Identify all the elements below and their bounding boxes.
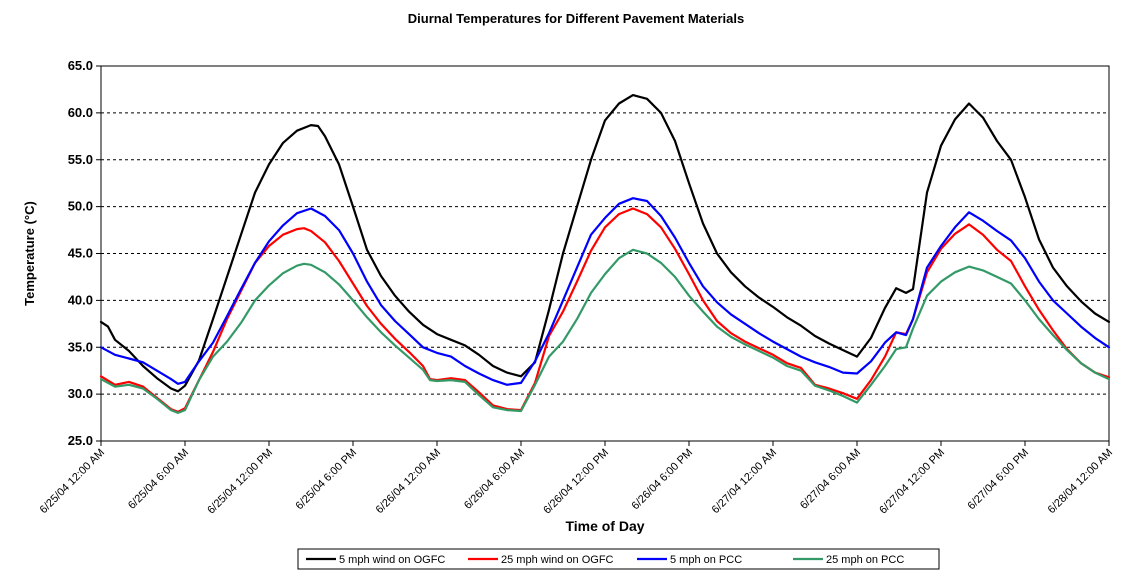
x-tick-label: 6/28/04 12:00 AM [1046,447,1115,516]
y-tick-label: 65.0 [68,58,93,73]
x-tick-label: 6/27/04 12:00 AM [710,447,779,516]
y-axis-ticks: 25.0 30.0 35.0 40.0 45.0 50.0 55.0 60.0 65.0 [68,58,101,448]
legend-label-1: 5 mph wind on OGFC [339,554,445,566]
x-tick-label: 6/26/04 12:00 AM [374,447,443,516]
y-tick-label: 35.0 [68,339,93,354]
legend-label-4: 25 mph on PCC [826,554,904,566]
y-tick-label: 55.0 [68,152,93,167]
y-tick-label: 40.0 [68,292,93,307]
y-tick-label: 30.0 [68,386,93,401]
x-tick-label: 6/27/04 6:00 PM [966,447,1032,513]
legend: 5 mph wind on OGFC 25 mph wind on OGFC 5 m… [297,548,940,570]
y-tick-label: 45.0 [68,246,93,261]
y-tick-label: 60.0 [68,105,93,120]
legend-box [297,548,940,570]
x-axis-label: Time of Day [565,518,644,534]
x-tick-label: 6/27/04 6:00 AM [798,447,863,512]
series-line-1 [99,94,1111,393]
series-line-4 [99,248,1111,414]
x-tick-label: 6/27/04 12:00 PM [877,447,947,517]
y-tick-label: 25.0 [68,433,93,448]
chart-title: Diurnal Temperatures for Different Pavem… [408,11,744,26]
legend-label-2: 25 mph wind on OGFC [501,554,614,566]
y-tick-label: 50.0 [68,199,93,214]
x-tick-label: 6/25/04 6:00 PM [294,447,360,513]
x-tick-label: 6/25/04 12:00 PM [205,447,275,517]
series-layer [99,94,1111,414]
y-axis-label: Temperature (°C) [22,201,37,306]
gridlines [101,112,1109,395]
x-tick-label: 6/26/04 12:00 PM [541,447,611,517]
x-tick-label: 6/26/04 6:00 AM [462,447,527,512]
series-line-2 [99,207,1111,413]
series-line-3 [99,197,1111,386]
x-tick-label: 6/25/04 6:00 AM [126,447,191,512]
x-tick-label: 6/26/04 6:00 PM [630,447,696,513]
x-axis-ticks: 6/25/04 12:00 AM 6/25/04 6:00 AM 6/25/04 1… [38,441,1115,517]
x-tick-label: 6/25/04 12:00 AM [38,447,107,516]
legend-label-3: 5 mph on PCC [670,554,742,566]
